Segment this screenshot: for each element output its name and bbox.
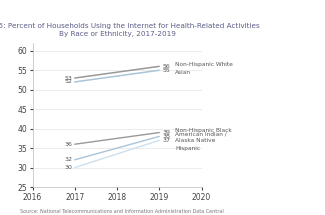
Text: Non-Hispanic White: Non-Hispanic White xyxy=(175,61,233,66)
Title: Figure 5: Percent of Households Using the Internet for Health-Related Activities: Figure 5: Percent of Households Using th… xyxy=(0,23,260,37)
Text: Non-Hispanic Black: Non-Hispanic Black xyxy=(175,128,232,133)
Text: 38: 38 xyxy=(162,134,171,139)
Text: 52: 52 xyxy=(64,79,72,84)
Text: 30: 30 xyxy=(64,165,72,170)
Text: American Indian /
Alaska Native: American Indian / Alaska Native xyxy=(175,132,227,143)
Text: Asian: Asian xyxy=(175,70,191,75)
Text: 55: 55 xyxy=(162,68,170,73)
Text: 36: 36 xyxy=(64,142,72,147)
Text: 39: 39 xyxy=(162,130,171,135)
Text: 32: 32 xyxy=(64,157,72,162)
Text: 53: 53 xyxy=(64,75,72,81)
Text: Hispanic: Hispanic xyxy=(175,146,201,151)
Text: 56: 56 xyxy=(162,64,170,69)
Text: Source: National Telecommunications and Information Administration Data Central: Source: National Telecommunications and … xyxy=(20,209,223,214)
Text: 37: 37 xyxy=(162,138,171,143)
